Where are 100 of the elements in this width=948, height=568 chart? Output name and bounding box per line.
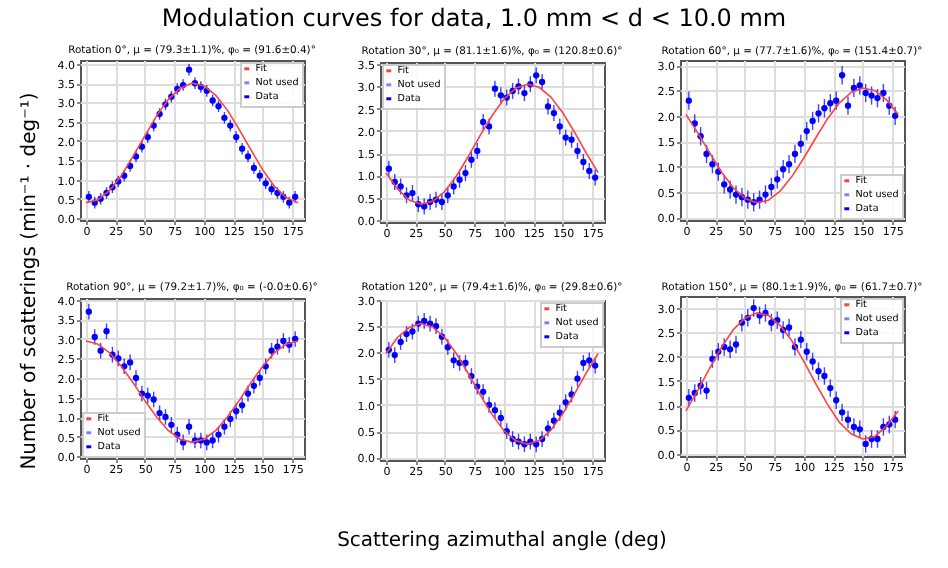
point [726,346,734,353]
point [562,134,569,141]
point [815,368,822,375]
point [462,169,469,177]
point [850,84,858,92]
point [821,105,828,112]
point [438,198,446,206]
point [868,92,875,99]
point [550,417,558,424]
point [497,414,504,422]
point [844,102,852,109]
point [586,357,593,364]
point [803,348,810,355]
point [815,110,822,117]
point [838,72,846,79]
point [544,103,552,110]
point [750,304,757,312]
point [809,358,816,365]
point [685,97,692,104]
point [444,344,451,351]
point [797,336,804,343]
point [833,97,840,104]
point [809,117,816,125]
text: Modulation curves for data, 1.0 mm < d < 10.0 mm [159,4,789,32]
point [874,435,881,443]
point [856,426,863,433]
point [803,127,810,135]
point [732,341,740,348]
point [215,431,222,438]
point [126,359,134,366]
point [533,72,540,79]
point [103,328,110,335]
point [256,374,263,382]
point [209,437,216,444]
point [409,189,416,197]
point [185,423,193,430]
point [409,328,416,335]
point [474,147,481,155]
point [726,186,734,193]
point [709,160,716,168]
point [391,351,398,359]
text: Number of scatterings (min⁻¹ · deg⁻¹) [19,90,41,474]
point [556,123,563,130]
line-series [85,82,299,204]
point [491,407,499,414]
point [485,123,493,130]
point [456,176,463,183]
point [480,388,487,395]
point [862,440,869,448]
point [556,409,563,416]
text: Scattering azimuthal angle (deg) [335,530,669,552]
point [827,100,834,107]
point [580,359,587,367]
point [144,392,151,399]
point [838,409,846,416]
point [580,158,587,166]
point [592,174,599,181]
point [497,92,504,99]
point [850,423,858,431]
point [780,166,787,173]
point [480,118,487,126]
point [403,330,410,338]
point [450,183,457,190]
point [397,338,404,346]
point [785,160,793,168]
point [156,409,163,417]
point [397,183,404,190]
point [880,89,887,97]
point [421,317,428,325]
point [550,109,558,117]
point [797,140,804,147]
point [97,347,104,354]
point [562,399,569,406]
point [168,421,175,428]
point [568,136,575,143]
point [538,78,546,86]
point [574,147,581,155]
point [856,82,863,89]
point [892,112,899,120]
point [874,94,881,102]
point [221,423,228,430]
point [521,89,528,97]
point [703,150,710,158]
point [468,156,475,163]
point [238,402,246,409]
point [762,191,769,198]
point [833,397,840,404]
point [150,396,157,403]
point [268,347,275,354]
point [592,362,599,369]
point [227,415,234,423]
point [574,375,581,382]
point [703,387,710,394]
point [586,167,593,175]
point [250,382,258,389]
point [862,89,869,97]
point [721,181,728,188]
point [844,416,852,423]
point [768,319,775,326]
point [91,333,98,341]
